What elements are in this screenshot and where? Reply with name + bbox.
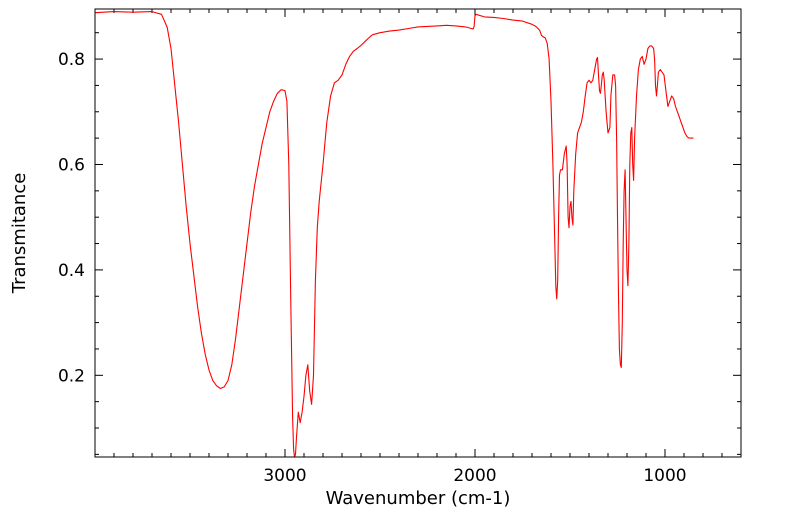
x-axis-title: Wavenumber (cm-1): [326, 488, 511, 509]
minor-ticks: [95, 9, 741, 457]
tick-labels: 3000 2000 1000 0.2 0.4 0.6 0.8: [58, 50, 687, 486]
x-tick-label: 2000: [453, 466, 496, 486]
y-axis-title: Transmitance: [9, 173, 30, 295]
series-layer: [94, 11, 694, 458]
y-tick-label: 0.8: [58, 50, 85, 70]
x-tick-label: 1000: [643, 466, 686, 486]
spectrum-line: [94, 11, 694, 458]
major-ticks: [95, 9, 741, 457]
plot-frame: [94, 8, 742, 458]
y-tick-label: 0.2: [58, 366, 85, 386]
y-tick-label: 0.6: [58, 155, 85, 175]
x-tick-label: 3000: [263, 466, 306, 486]
y-tick-label: 0.4: [58, 261, 85, 281]
